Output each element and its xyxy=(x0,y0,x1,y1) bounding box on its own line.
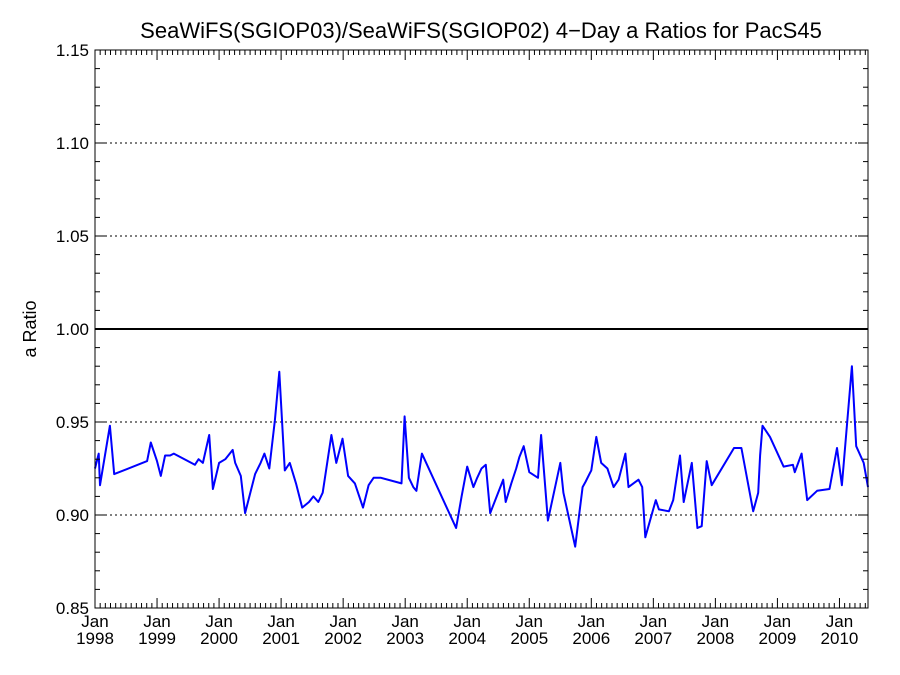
x-tick-year-label: 2001 xyxy=(262,629,300,648)
y-axis-label: a Ratio xyxy=(20,300,40,357)
line-chart: SeaWiFS(SGIOP03)/SeaWiFS(SGIOP02) 4−Day … xyxy=(0,0,900,675)
x-tick-year-label: 2004 xyxy=(448,629,486,648)
x-tick-year-label: 2008 xyxy=(696,629,734,648)
x-tick-year-label: 2009 xyxy=(759,629,797,648)
chart-title: SeaWiFS(SGIOP03)/SeaWiFS(SGIOP02) 4−Day … xyxy=(140,18,822,43)
x-tick-year-label: 1999 xyxy=(138,629,176,648)
y-tick-label: 1.00 xyxy=(56,320,89,339)
x-tick-year-label: 2010 xyxy=(821,629,859,648)
y-tick-label: 0.95 xyxy=(56,413,89,432)
y-tick-label: 0.90 xyxy=(56,506,89,525)
x-axis-ticks: Jan1998Jan1999Jan2000Jan2001Jan2002Jan20… xyxy=(76,50,865,648)
x-tick-year-label: 2005 xyxy=(510,629,548,648)
y-tick-label: 1.05 xyxy=(56,227,89,246)
x-tick-year-label: 2007 xyxy=(634,629,672,648)
x-tick-year-label: 2002 xyxy=(324,629,362,648)
series-line xyxy=(95,366,868,546)
x-tick-year-label: 2003 xyxy=(386,629,424,648)
x-tick-year-label: 2006 xyxy=(572,629,610,648)
y-tick-label: 1.10 xyxy=(56,134,89,153)
x-tick-year-label: 2000 xyxy=(200,629,238,648)
y-tick-label: 1.15 xyxy=(56,41,89,60)
series-layer xyxy=(95,366,868,546)
x-tick-year-label: 1998 xyxy=(76,629,114,648)
